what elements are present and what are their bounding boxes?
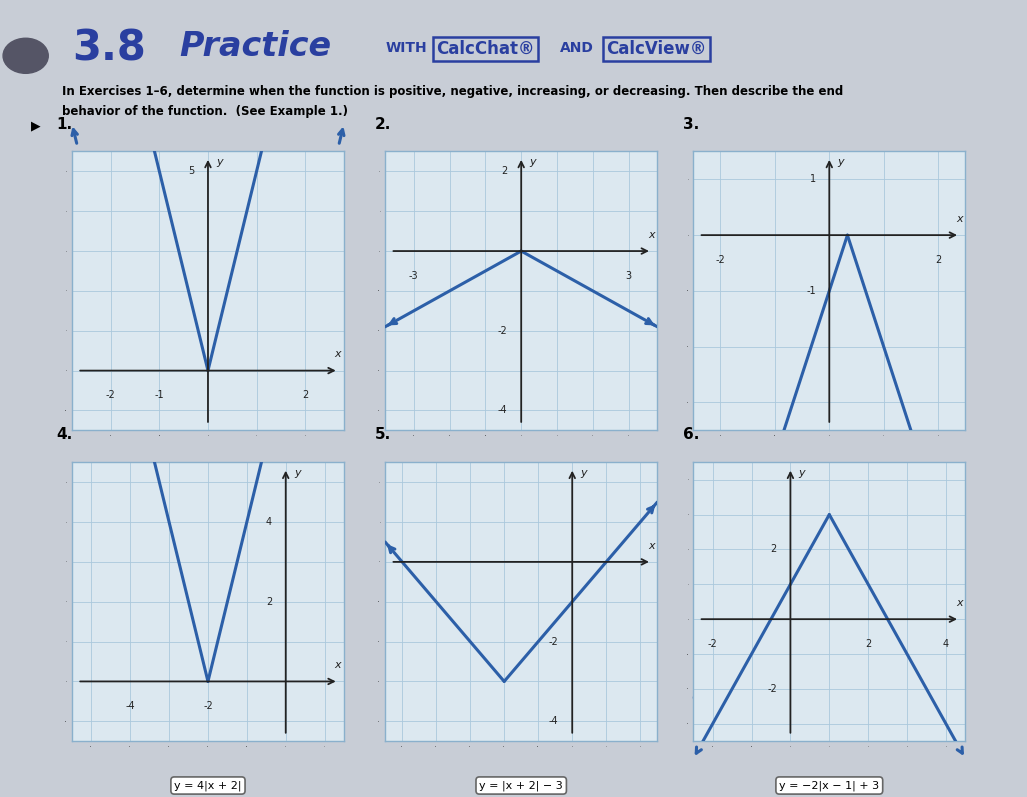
Text: 2: 2 [266, 597, 272, 607]
Text: y: y [799, 468, 805, 478]
Text: 1: 1 [809, 175, 815, 184]
Text: y = |5x|: y = |5x| [186, 469, 230, 480]
Text: -2: -2 [716, 255, 725, 265]
Text: In Exercises 1–6, determine when the function is positive, negative, increasing,: In Exercises 1–6, determine when the fun… [62, 85, 843, 98]
Text: y: y [216, 157, 223, 167]
Text: y: y [837, 157, 844, 167]
Text: -1: -1 [154, 391, 164, 400]
Text: 3: 3 [625, 271, 632, 281]
Text: 4.: 4. [56, 427, 73, 442]
Text: -2: -2 [106, 391, 116, 400]
Text: 2: 2 [302, 391, 308, 400]
Text: y: y [529, 157, 536, 167]
Text: -4: -4 [549, 717, 559, 726]
Text: 3.: 3. [683, 117, 699, 132]
Text: y = |x + 2| − 3: y = |x + 2| − 3 [480, 780, 563, 791]
Text: CalcChat®: CalcChat® [436, 40, 535, 58]
Text: y = −2|x − 1| + 3: y = −2|x − 1| + 3 [779, 780, 879, 791]
Text: 2: 2 [501, 167, 507, 176]
Text: y = 4|x + 2|: y = 4|x + 2| [175, 780, 241, 791]
Text: x: x [648, 230, 654, 240]
Text: 3.8: 3.8 [72, 28, 146, 70]
Text: 6.: 6. [683, 427, 699, 442]
Text: -2: -2 [548, 637, 559, 646]
Text: y = −1/2|x|: y = −1/2|x| [489, 469, 554, 480]
Text: 2: 2 [865, 638, 871, 649]
Text: -2: -2 [203, 701, 213, 711]
Text: 5.: 5. [375, 427, 391, 442]
Text: behavior of the function.  (See Example 1.): behavior of the function. (See Example 1… [62, 105, 347, 118]
Text: -4: -4 [125, 701, 135, 711]
Text: 2.: 2. [375, 117, 391, 132]
Text: -2: -2 [767, 684, 776, 694]
Text: AND: AND [560, 41, 594, 56]
Text: 4: 4 [266, 517, 272, 527]
Text: ▶: ▶ [31, 120, 40, 132]
Text: 4: 4 [943, 638, 949, 649]
Text: x: x [335, 349, 341, 359]
Text: 2: 2 [935, 255, 942, 265]
Text: 2: 2 [770, 544, 776, 555]
Text: y: y [580, 468, 587, 478]
Text: WITH: WITH [385, 41, 427, 56]
Text: -3: -3 [409, 271, 419, 281]
Text: x: x [956, 598, 962, 608]
Text: 5: 5 [188, 167, 194, 176]
Text: 1.: 1. [56, 117, 73, 132]
Text: x: x [335, 660, 341, 670]
Text: -4: -4 [498, 406, 507, 415]
Text: y = −|3x − 1|: y = −|3x − 1| [791, 469, 868, 480]
Text: -2: -2 [498, 326, 507, 336]
Text: -2: -2 [708, 638, 718, 649]
Text: CalcView®: CalcView® [606, 40, 707, 58]
Text: Practice: Practice [180, 30, 332, 63]
Text: x: x [956, 214, 962, 224]
Text: x: x [648, 540, 654, 551]
Text: -1: -1 [806, 286, 815, 296]
Text: y: y [294, 468, 301, 478]
Circle shape [3, 38, 48, 73]
